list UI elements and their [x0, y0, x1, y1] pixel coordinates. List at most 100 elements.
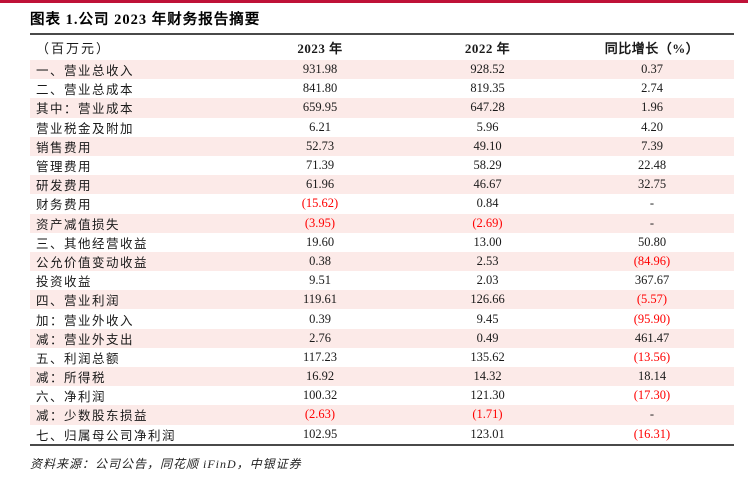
row-label-cell: 三、其他经营收益	[36, 236, 149, 251]
value-2023-cell: (15.62)	[301, 196, 339, 211]
value-2023-cell: 659.95	[302, 100, 338, 115]
figure-title: 图表 1.公司 2023 年财务报告摘要	[30, 12, 261, 28]
value-2022-cell: 49.10	[473, 138, 502, 153]
row-label-cell: 投资收益	[36, 275, 93, 290]
col-header-2022: 2022 年	[464, 41, 511, 56]
value-2022-cell: 123.01	[470, 426, 505, 441]
row-label-cell: 一、营业总收入	[36, 64, 135, 79]
row-label-cell: 销售费用	[36, 140, 93, 155]
table-row: 减：所得税 16.92 14.32 18.14	[30, 367, 734, 387]
table-row: 财务费用 (15.62) 0.84 -	[30, 194, 734, 213]
row-label-cell: 七、归属母公司净利润	[36, 428, 177, 443]
table-row: 三、其他经营收益 19.60 13.00 50.80	[30, 233, 734, 252]
value-2022-cell: 0.84	[476, 196, 499, 211]
table-body: 一、营业总收入 931.98 928.52 0.37 二、营业总成本 841.80 819.…	[30, 60, 734, 444]
growth-cell: (5.57)	[636, 292, 668, 307]
value-2022-cell: 819.35	[470, 81, 505, 96]
row-label-cell: 五、利润总额	[36, 351, 121, 366]
row-label-cell: 减：所得税	[36, 371, 107, 386]
row-label-cell: 研发费用	[36, 179, 93, 194]
value-2022-cell: 58.29	[473, 158, 502, 173]
value-2022-cell: 928.52	[470, 62, 505, 77]
value-2023-cell: 0.38	[309, 253, 331, 268]
value-2022-cell: 135.62	[470, 349, 505, 364]
growth-cell: 1.96	[641, 100, 663, 115]
value-2022-cell: 2.03	[476, 273, 499, 288]
col-header-growth: 同比增长（%）	[604, 41, 700, 56]
table-header-row: （百万元） 2023 年 2022 年 同比增长（%）	[30, 35, 734, 60]
value-2023-cell: 100.32	[302, 388, 338, 403]
table-row: 一、营业总收入 931.98 928.52 0.37	[30, 60, 734, 80]
value-2022-cell: 121.30	[470, 388, 505, 403]
row-label-cell: 公允价值变动收益	[36, 255, 149, 270]
table-row: 资产减值损失 (3.95) (2.69) -	[30, 213, 734, 233]
value-2022-cell: 9.45	[476, 311, 499, 326]
growth-cell: 7.39	[641, 138, 663, 153]
table-row: 减：少数股东损益 (2.63) (1.71) -	[30, 405, 734, 425]
table-row: 营业税金及附加 6.21 5.96 4.20	[30, 118, 734, 137]
growth-cell: (84.96)	[633, 253, 671, 268]
value-2023-cell: 71.39	[305, 158, 335, 173]
row-label-cell: 二、营业总成本	[36, 83, 135, 98]
table-row: 加：营业外收入 0.39 9.45 (95.90)	[30, 309, 734, 328]
growth-cell: 18.14	[637, 369, 667, 384]
growth-cell: (95.90)	[633, 311, 671, 326]
source-note: 资料来源：公司公告，同花顺 iFinD，中银证券	[30, 456, 302, 471]
value-2022-cell: 126.66	[470, 292, 505, 307]
table-row: 五、利润总额 117.23 135.62 (13.56)	[30, 348, 734, 367]
row-label-cell: 管理费用	[36, 160, 93, 175]
value-2022-cell: 13.00	[473, 234, 502, 249]
row-label-cell: 资产减值损失	[36, 217, 121, 232]
row-label-cell: 其中：营业成本	[36, 102, 135, 117]
value-2022-cell: 5.96	[476, 119, 499, 134]
row-label-cell: 减：营业外支出	[36, 332, 135, 347]
value-2022-cell: 46.67	[473, 177, 502, 192]
value-2023-cell: 931.98	[302, 62, 338, 77]
value-2023-cell: 19.60	[305, 234, 335, 249]
financial-summary-table: （百万元） 2023 年 2022 年 同比增长（%） 一、营业总收入 931.9…	[30, 33, 734, 446]
growth-cell: 2.74	[641, 81, 663, 96]
value-2023-cell: 841.80	[302, 81, 338, 96]
value-2023-cell: 61.96	[305, 177, 335, 192]
growth-cell: 461.47	[634, 330, 670, 345]
row-label-cell: 营业税金及附加	[36, 121, 135, 136]
value-2022-cell: 14.32	[473, 369, 502, 384]
value-2022-cell: 2.53	[476, 253, 499, 268]
growth-cell: (17.30)	[633, 388, 671, 403]
row-label-cell: 减：少数股东损益	[36, 409, 149, 424]
value-2023-cell: 52.73	[305, 138, 335, 153]
growth-cell: 0.37	[641, 62, 663, 77]
value-2023-cell: 119.61	[303, 292, 337, 307]
table-row: 七、归属母公司净利润 102.95 123.01 (16.31)	[30, 425, 734, 444]
table-row: 管理费用 71.39 58.29 22.48	[30, 156, 734, 175]
value-2023-cell: 2.76	[309, 330, 331, 345]
value-2022-cell: 647.28	[470, 100, 505, 115]
growth-cell: 50.80	[637, 234, 667, 249]
value-2023-cell: 0.39	[309, 311, 331, 326]
value-2023-cell: 117.23	[303, 349, 337, 364]
report-figure: 图表 1.公司 2023 年财务报告摘要 （百万元） 2023 年 2022 年…	[0, 9, 748, 472]
value-2023-cell: 102.95	[302, 426, 338, 441]
value-2023-cell: 6.21	[309, 119, 331, 134]
growth-cell: -	[649, 407, 655, 422]
col-header-2023: 2023 年	[297, 41, 343, 56]
table-row: 四、营业利润 119.61 126.66 (5.57)	[30, 290, 734, 310]
growth-cell: -	[649, 215, 655, 230]
growth-cell: (13.56)	[633, 349, 671, 364]
unit-label-header: （百万元）	[36, 41, 112, 56]
row-label-cell: 加：营业外收入	[36, 313, 135, 328]
growth-cell: (16.31)	[633, 426, 671, 441]
growth-cell: 4.20	[641, 119, 663, 134]
row-label-cell: 六、净利润	[36, 390, 107, 405]
value-2023-cell: (2.63)	[304, 407, 336, 422]
value-2023-cell: 16.92	[305, 369, 335, 384]
value-2022-cell: (1.71)	[472, 407, 503, 422]
table-row: 销售费用 52.73 49.10 7.39	[30, 136, 734, 156]
growth-cell: 22.48	[637, 158, 667, 173]
value-2023-cell: (3.95)	[304, 215, 336, 230]
value-2022-cell: 0.49	[476, 330, 499, 345]
table-row: 研发费用 61.96 46.67 32.75	[30, 175, 734, 195]
growth-cell: 32.75	[637, 177, 667, 192]
row-label-cell: 四、营业利润	[36, 294, 121, 309]
table-row: 投资收益 9.51 2.03 367.67	[30, 271, 734, 290]
